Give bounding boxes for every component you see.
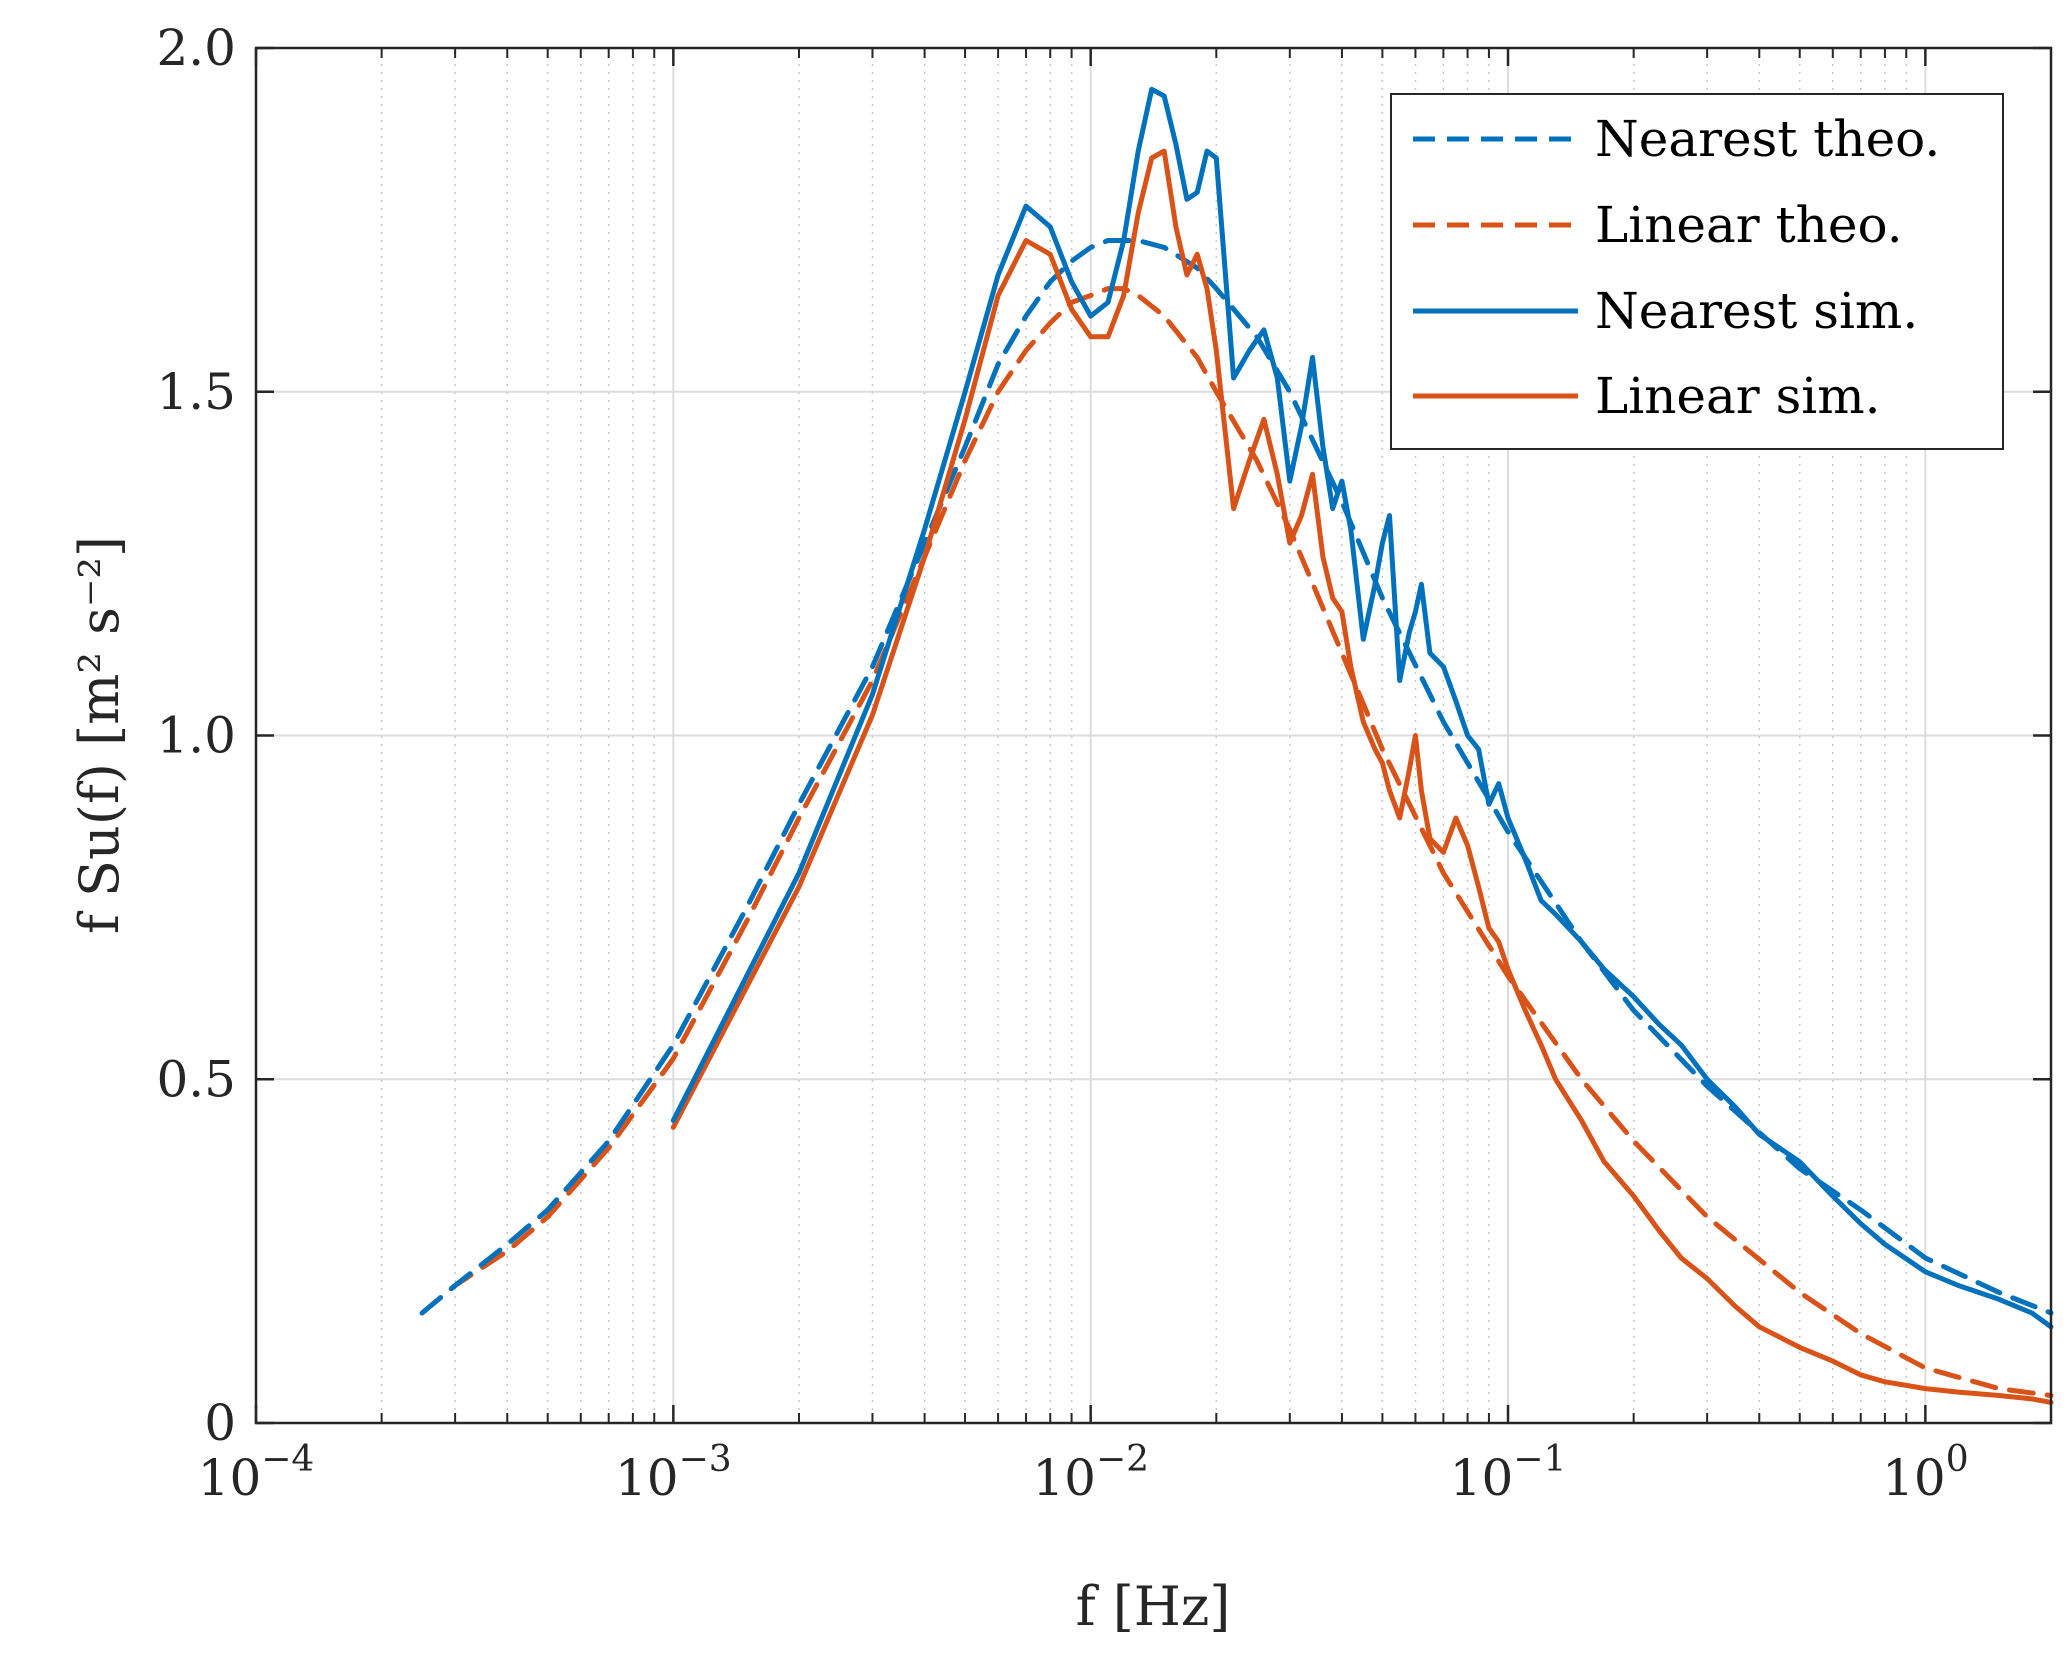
tick-labels: 10−4 10−3 10−2 10−1 100 0 0.5 1.0 1.5 2.0 xyxy=(156,19,1968,1507)
y-tick-label: 0.5 xyxy=(156,1050,236,1108)
legend-label-linear-sim: Linear sim. xyxy=(1595,367,1881,425)
y-tick-label: 0 xyxy=(204,1394,236,1452)
y-tick-label: 2.0 xyxy=(156,19,236,77)
x-tick-label: 10−1 xyxy=(1450,1439,1567,1507)
x-tick-label: 10−2 xyxy=(1032,1439,1149,1507)
legend-box xyxy=(1390,93,2004,450)
legend: Nearest theo. Linear theo. Nearest sim. … xyxy=(1390,93,2004,450)
series-group xyxy=(419,86,2054,1405)
legend-label-linear-theo: Linear theo. xyxy=(1595,196,1903,254)
x-axis-title: f [Hz] xyxy=(1076,1575,1231,1638)
series-line-nearest-sim xyxy=(670,86,2054,1330)
y-axis-title: f Su(f) [m² s⁻²] xyxy=(68,536,131,934)
series-line-linear-theo xyxy=(419,286,2054,1398)
y-tick-label: 1.0 xyxy=(156,707,236,765)
legend-label-nearest-sim: Nearest sim. xyxy=(1595,282,1918,340)
ticks xyxy=(254,46,2051,1425)
series-line-linear-sim xyxy=(670,148,2054,1405)
legend-label-nearest-theo: Nearest theo. xyxy=(1595,110,1940,168)
x-tick-label: 10−4 xyxy=(198,1439,315,1507)
x-tick-label: 10−3 xyxy=(615,1439,732,1507)
x-tick-label: 100 xyxy=(1882,1439,1969,1507)
y-tick-label: 1.5 xyxy=(156,363,236,421)
